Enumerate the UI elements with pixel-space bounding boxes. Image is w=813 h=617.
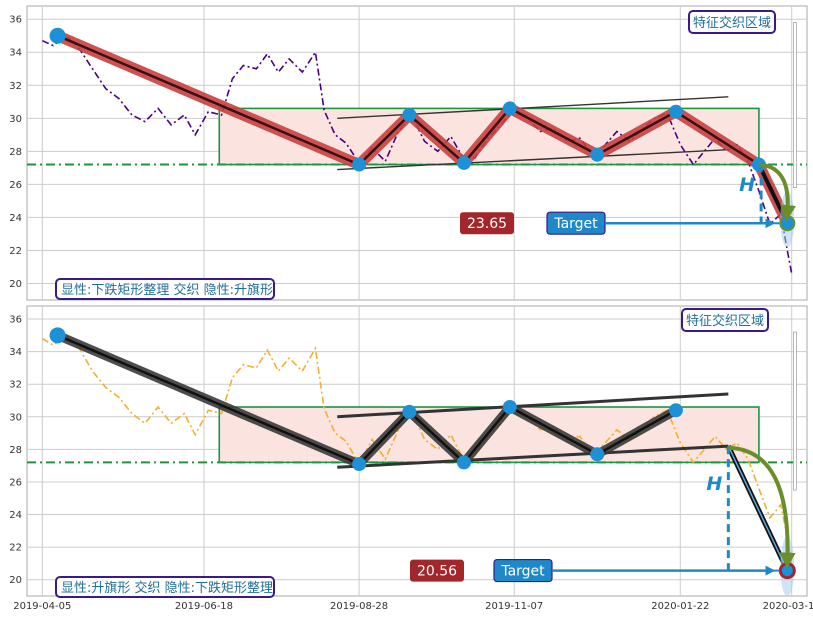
bottom-y-tick-label: 28	[9, 445, 22, 456]
top-y-tick-label: 34	[9, 48, 22, 59]
bottom-price-series	[41, 334, 793, 566]
top-y-tick-label: 26	[9, 180, 22, 191]
top-pivot-point	[402, 108, 417, 123]
top-corner-label-box	[688, 10, 776, 34]
top-y-tick-label: 22	[9, 246, 22, 257]
bottom-projection-line	[727, 445, 789, 571]
bottom-pattern-label: 显性:升旗形 交织 隐性:下跌矩形整理	[61, 580, 273, 596]
top-y-tick-label: 28	[9, 147, 22, 158]
top-pivot-point	[456, 155, 471, 170]
bottom-x-tick-label: 2020-01-22	[651, 601, 709, 612]
bottom-pivot-point	[590, 447, 605, 462]
top-pivot-point	[49, 27, 66, 44]
bottom-pivot-point	[502, 400, 517, 415]
top-y-tick-label: 24	[9, 213, 22, 224]
top-trendline-lower	[337, 148, 729, 171]
top-pattern-label: 显性:下跌矩形整理 交织 隐性:升旗形	[61, 282, 273, 298]
bottom-pivot-point	[352, 457, 367, 472]
top-panel: 20 22 24 26 28 30 32 34 36 H 23.65 Target 特征交织区域显性:下…	[9, 5, 808, 301]
bottom-panel: 20 22 24 26 28 30 32 34 36 2019-04-05 2019-06-18 20…	[9, 305, 813, 612]
bottom-y-tick-label: 22	[9, 543, 22, 554]
bottom-pivot-point	[402, 404, 417, 419]
top-target-value: 23.65	[467, 216, 507, 232]
bottom-pivot-point	[49, 327, 66, 344]
bottom-corner-label: 特征交织区域	[686, 313, 764, 329]
top-break-arrow	[758, 162, 796, 222]
top-corner-label: 特征交织区域	[693, 15, 771, 31]
top-pivot-point	[590, 147, 605, 162]
bottom-pivot-point	[668, 403, 683, 418]
top-pattern-label-box	[55, 278, 275, 300]
bottom-corner-label-box	[681, 308, 769, 332]
bottom-y-tick-label: 20	[9, 575, 22, 586]
bottom-x-tick-label: 2019-06-18	[175, 601, 233, 612]
bottom-y-tick-label: 24	[9, 510, 22, 521]
bottom-y-tick-label: 30	[9, 412, 22, 423]
top-pivot-point	[668, 104, 683, 119]
top-y-tick-label: 36	[9, 15, 22, 26]
top-pivot-point	[502, 101, 517, 116]
bottom-y-tick-label: 32	[9, 380, 22, 391]
top-price-series	[41, 34, 793, 274]
top-spike-bar	[792, 22, 797, 189]
top-target-value-badge	[460, 212, 514, 235]
bottom-y-tick-label: 34	[9, 347, 22, 358]
bottom-x-tick-label: 2020-03-13	[763, 601, 813, 612]
top-height-letter: H	[739, 174, 755, 196]
bottom-pattern-label-box	[55, 576, 275, 598]
bottom-break-arrow	[728, 445, 796, 569]
top-pivot-point	[779, 215, 796, 232]
bottom-y-tick-label: 26	[9, 477, 22, 488]
top-y-tick-label: 32	[9, 81, 22, 92]
bottom-x-tick-label: 2019-04-05	[13, 601, 71, 612]
bottom-target-value-badge	[410, 559, 464, 582]
bottom-target-point	[778, 562, 796, 580]
bottom-x-tick-label: 2019-08-28	[330, 601, 388, 612]
bottom-pivot-point	[456, 455, 471, 470]
bottom-target-label: Target	[500, 564, 545, 580]
top-y-tick-label: 30	[9, 114, 22, 125]
top-y-tick-label: 20	[9, 279, 22, 290]
bottom-spike-bar	[792, 331, 797, 491]
bottom-height-letter: H	[706, 473, 722, 495]
bottom-trendline-lower	[337, 444, 729, 469]
top-target-label: Target	[553, 216, 598, 232]
bottom-target-value: 20.56	[417, 564, 457, 580]
top-pivot-point	[352, 157, 367, 172]
bottom-x-tick-label: 2019-11-07	[485, 601, 543, 612]
bottom-y-tick-label: 36	[9, 315, 22, 326]
